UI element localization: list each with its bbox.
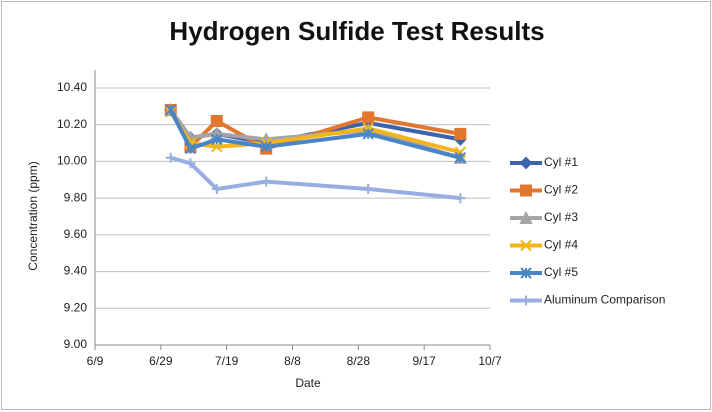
legend-label: Cyl #3 — [544, 210, 578, 224]
y-tick-label: 9.00 — [64, 337, 88, 351]
x-axis-title: Date — [295, 376, 321, 390]
x-tick-label: 8/8 — [284, 354, 301, 368]
x-tick-label: 10/7 — [478, 354, 502, 368]
marker — [184, 142, 197, 155]
x-tick-label: 8/28 — [347, 354, 371, 368]
marker — [362, 128, 374, 140]
legend-label: Cyl #5 — [544, 265, 578, 279]
marker — [185, 158, 196, 169]
marker — [454, 127, 467, 140]
y-tick-label: 10.40 — [57, 80, 87, 94]
marker — [211, 133, 223, 146]
legend-label: Cyl #2 — [544, 183, 578, 197]
marker — [362, 111, 375, 124]
marker — [261, 176, 272, 187]
y-tick-label: 10.20 — [57, 117, 87, 131]
legend-label: Aluminum Comparison — [544, 293, 665, 307]
chart-title: Hydrogen Sulfide Test Results — [169, 16, 544, 46]
y-tick-label: 9.20 — [64, 300, 88, 314]
marker — [520, 267, 532, 279]
y-tick-label: 9.40 — [64, 264, 88, 278]
x-tick-label: 6/29 — [149, 354, 173, 368]
x-tick-label: 9/17 — [412, 354, 436, 368]
y-axis-title: Concentration (ppm) — [26, 161, 40, 270]
legend-label: Cyl #1 — [544, 155, 578, 169]
y-tick-label: 9.60 — [64, 227, 88, 241]
y-tick-label: 9.80 — [64, 190, 88, 204]
y-tick-label: 10.00 — [57, 154, 87, 168]
marker — [210, 115, 223, 128]
series-line — [169, 108, 461, 160]
marker — [520, 239, 532, 252]
marker — [519, 156, 533, 170]
series-line — [168, 109, 461, 160]
marker — [454, 152, 467, 164]
marker — [519, 210, 533, 224]
marker — [520, 184, 532, 197]
x-tick-label: 6/9 — [87, 354, 104, 368]
marker — [455, 193, 466, 204]
x-tick-label: 7/19 — [215, 354, 239, 368]
marker — [363, 183, 374, 194]
marker — [165, 152, 176, 163]
marker — [260, 141, 272, 153]
marker — [521, 295, 531, 306]
legend-label: Cyl #4 — [544, 238, 578, 252]
marker — [165, 104, 177, 116]
marker — [211, 183, 222, 194]
